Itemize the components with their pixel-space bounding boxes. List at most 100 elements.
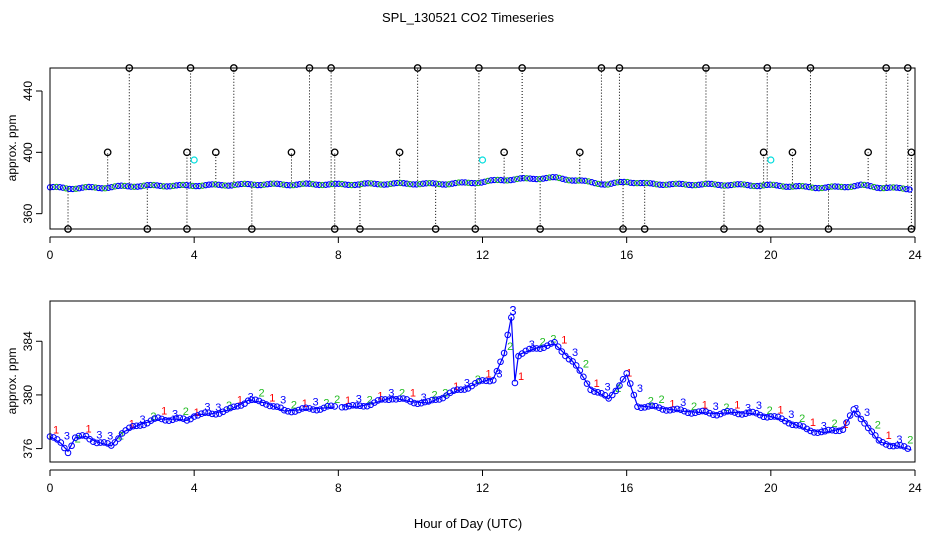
data-point	[644, 403, 652, 410]
point-label: 1	[85, 423, 91, 435]
data-point	[676, 180, 683, 187]
data-point	[367, 401, 375, 409]
data-point	[711, 181, 719, 188]
data-point	[844, 184, 852, 191]
data-point	[805, 183, 813, 191]
data-point	[131, 183, 138, 190]
data-point	[136, 422, 144, 429]
data-point	[212, 410, 220, 418]
data-point	[810, 429, 818, 436]
plot-frame	[49, 300, 916, 463]
data-point	[342, 403, 349, 411]
data-point	[442, 181, 449, 188]
data-point	[546, 174, 553, 181]
point-label: 3	[313, 396, 319, 408]
data-point	[425, 398, 432, 405]
flag-point	[395, 148, 404, 157]
point-label: 1	[345, 395, 351, 407]
data-point	[850, 406, 858, 413]
data-point	[742, 410, 749, 417]
point-label: 1	[518, 371, 524, 383]
data-point	[150, 181, 157, 189]
point-label: 2	[875, 420, 881, 432]
flag-point	[788, 148, 797, 157]
data-point	[890, 184, 897, 191]
data-point	[583, 380, 591, 387]
data-point	[218, 182, 226, 189]
point-label: 2	[431, 389, 437, 401]
data-point	[53, 183, 60, 191]
data-point	[526, 345, 533, 353]
point-label: 3	[864, 407, 870, 419]
data-point	[735, 410, 742, 418]
point-label: 2	[183, 406, 189, 418]
data-point	[324, 403, 331, 410]
data-point	[374, 181, 381, 188]
data-point	[158, 415, 166, 423]
point-label: 2	[648, 395, 654, 407]
data-point	[186, 182, 193, 189]
point-label: 2	[540, 336, 546, 348]
data-point	[681, 407, 688, 415]
data-point	[172, 415, 180, 422]
data-point	[446, 389, 454, 397]
data-point	[432, 396, 439, 404]
data-point	[450, 387, 457, 394]
point-label: 2	[334, 394, 340, 406]
data-point	[160, 183, 167, 190]
data-point	[157, 182, 164, 190]
data-point	[682, 181, 689, 188]
data-point	[108, 183, 115, 191]
data-point	[89, 183, 96, 191]
point-label: 1	[129, 418, 135, 430]
point-label: 3	[204, 402, 210, 414]
data-point	[338, 180, 346, 188]
y-tick-label: 440	[21, 81, 35, 101]
data-point	[828, 426, 836, 434]
data-point	[111, 183, 119, 190]
data-point	[417, 399, 425, 407]
data-point	[247, 181, 255, 188]
data-point	[886, 442, 894, 450]
data-point	[616, 382, 623, 389]
data-point	[809, 184, 816, 191]
data-point	[390, 180, 397, 187]
data-point	[533, 175, 540, 183]
data-point	[663, 407, 670, 414]
x-tick-label: 12	[476, 481, 490, 495]
data-point	[507, 176, 514, 184]
data-point	[329, 180, 336, 188]
data-point	[497, 358, 504, 366]
data-point	[799, 182, 806, 190]
data-point	[270, 180, 277, 187]
data-point	[267, 180, 274, 187]
data-point	[389, 395, 396, 403]
point-label: 2	[767, 405, 773, 417]
data-point	[284, 408, 292, 415]
data-point	[429, 180, 436, 187]
data-point	[825, 426, 832, 434]
data-point	[522, 347, 530, 355]
data-point	[549, 173, 556, 181]
point-label: 3	[713, 401, 719, 413]
data-point	[367, 180, 375, 187]
data-point	[653, 181, 660, 188]
data-point	[630, 179, 638, 187]
data-point	[363, 402, 371, 410]
data-point	[192, 183, 200, 190]
y-tick-label: 384	[21, 331, 35, 351]
data-point	[72, 185, 80, 192]
x-tick-label: 24	[908, 481, 922, 495]
data-point	[640, 179, 647, 187]
data-point	[445, 181, 453, 188]
point-label: 2	[291, 399, 297, 411]
data-point	[877, 184, 884, 192]
data-point	[331, 403, 339, 410]
data-point	[588, 179, 595, 186]
data-point	[66, 185, 73, 193]
data-point	[147, 181, 154, 189]
point-label: 3	[756, 400, 762, 412]
data-point	[815, 185, 822, 192]
data-point	[695, 181, 702, 188]
data-point	[540, 344, 548, 351]
